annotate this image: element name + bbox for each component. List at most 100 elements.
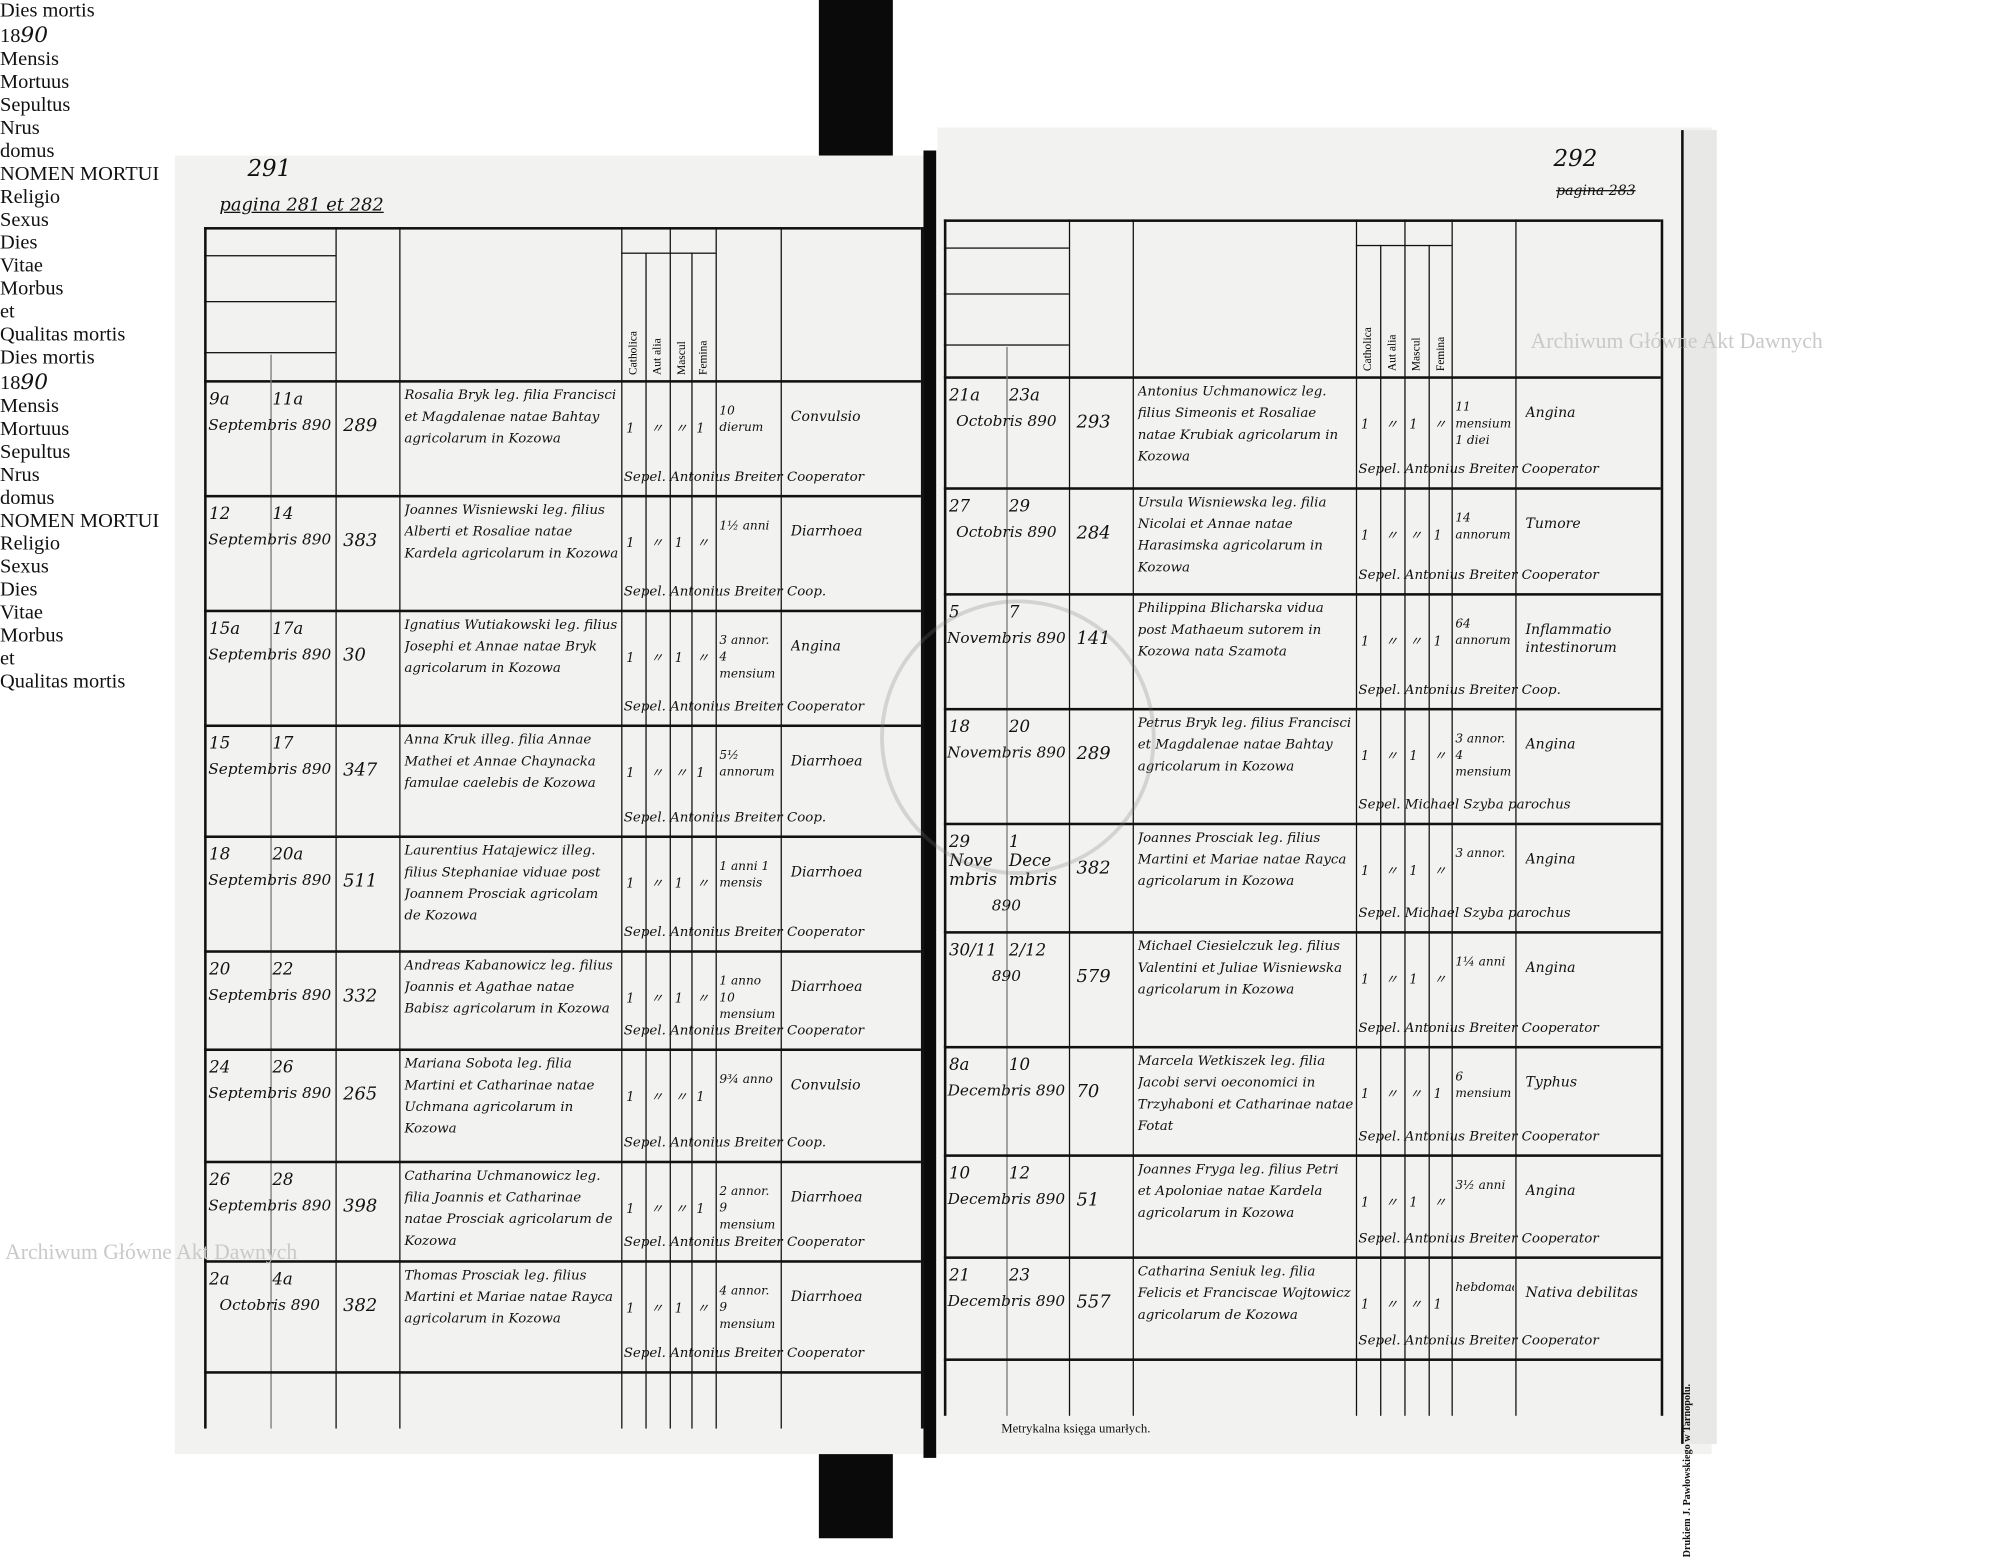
mark-alia: 〃	[1385, 973, 1398, 988]
date-mensis: Septembris 890	[208, 645, 332, 664]
date-block: 15 17 Septembris 890	[207, 735, 333, 782]
header-dies-mortis: Dies mortis	[0, 346, 95, 369]
header-nomen-mortui: NOMEN MORTUI	[0, 163, 160, 185]
date-sepultus: 17a	[272, 619, 304, 640]
mark-cath: 1	[626, 536, 635, 552]
age-at-death: 11 mensium 1 diei	[1455, 400, 1512, 448]
left-page	[174, 155, 925, 1455]
column-rule	[335, 227, 337, 1429]
deceased-name: Catharina Seniuk leg. filia Felicis et F…	[1137, 1264, 1351, 1323]
date-mortuus: 5	[948, 603, 960, 623]
mark-masc: 1	[674, 877, 683, 892]
header-qualitas-mortis: Qualitas mortis	[0, 670, 126, 693]
age-at-death: 1¼ anni	[1455, 955, 1506, 970]
row-divider	[204, 724, 921, 728]
column-rule	[399, 227, 401, 1429]
age-at-death: 2 annor. 9 mensium	[719, 1184, 776, 1233]
cause-of-death: Diarrhoea	[790, 863, 863, 881]
mark-alia: 〃	[1385, 529, 1398, 544]
mark-masc: 1	[1409, 973, 1418, 988]
mark-fem: 1	[696, 422, 705, 437]
printer-note: Drukiem J. Pawłowskiego w Tarnopolu.	[1681, 1383, 1693, 1557]
date-mortuus: 21	[948, 1266, 971, 1286]
cause-of-death: Angina	[790, 637, 841, 655]
date-mortuus: 2a	[209, 1270, 230, 1290]
cause-of-death: Angina	[1525, 735, 1576, 753]
mark-alia: 〃	[1385, 1196, 1398, 1211]
date-sepultus: 2/12	[1008, 941, 1047, 961]
mark-cath: 1	[626, 992, 635, 1007]
burial-signature: Sepel. Antonius Breiter Coop.	[623, 809, 827, 826]
cause-of-death: Convulsio	[790, 1076, 861, 1094]
mark-fem: 〃	[1433, 418, 1447, 433]
rule	[621, 252, 716, 254]
mark-alia: 〃	[1385, 635, 1398, 650]
age-at-death: 1½ anni	[719, 519, 770, 534]
burial-signature: Sepel. Antonius Breiter Cooperator	[623, 698, 865, 715]
folio-number-right: 292	[1553, 145, 1598, 173]
deceased-name: Laurentius Hatajewicz illeg. filius Step…	[404, 843, 601, 924]
age-at-death: hebdomad.	[1455, 1280, 1514, 1295]
age-at-death: 3½ anni	[1455, 1178, 1506, 1193]
house-number: 383	[343, 530, 378, 552]
mark-fem: 1	[1433, 1298, 1442, 1313]
date-mensis: Septembris 890	[208, 871, 332, 890]
date-block: 18 20a Septembris 890	[207, 846, 333, 893]
row-divider	[943, 1358, 1661, 1361]
date-mensis: Decembris 890	[947, 1081, 1066, 1100]
mark-alia: 〃	[1385, 1088, 1398, 1103]
date-mortuus: 26	[209, 1170, 231, 1191]
mark-masc: 〃	[1409, 635, 1423, 650]
date-mensis: Decembris 890	[947, 1190, 1066, 1208]
age-at-death: 14 annorum	[1455, 511, 1511, 543]
date-mortuus: 12	[209, 505, 231, 525]
mark-fem: 1	[1433, 529, 1442, 544]
date-block: 26 28 Septembris 890	[207, 1171, 333, 1218]
age-at-death: 1 anno 10 mensium	[719, 974, 776, 1022]
house-number: 579	[1076, 966, 1111, 988]
mark-fem: 〃	[696, 651, 710, 666]
house-number: 557	[1076, 1292, 1111, 1313]
folio-number-left: 291	[247, 155, 292, 183]
header-nrus: Nrus	[0, 464, 40, 486]
mark-masc: 1	[674, 1302, 683, 1317]
burial-signature: Sepel. Antonius Breiter Cooperator	[1358, 1332, 1599, 1349]
deceased-name: Mariana Sobota leg. filia Martini et Cat…	[404, 1056, 595, 1137]
date-sepultus: 12	[1008, 1164, 1031, 1184]
header-mensis: Mensis	[0, 48, 59, 71]
row-divider	[204, 1260, 921, 1263]
column-rule	[1380, 244, 1382, 1416]
header-catholica: Catholica	[626, 330, 640, 375]
house-number: 30	[343, 645, 366, 666]
date-mensis: 890	[991, 966, 1021, 985]
pagina-note-right: pagina 283	[1556, 182, 1636, 199]
mark-fem: 〃	[696, 877, 710, 892]
date-mortuus: 15a	[209, 619, 241, 640]
cause-of-death: Angina	[1525, 850, 1576, 868]
date-block: 21 23 Decembris 890	[946, 1267, 1066, 1314]
row-divider	[204, 1371, 921, 1374]
burial-signature: Sepel. Antonius Breiter Cooperator	[623, 1022, 865, 1039]
deceased-name: Catharina Uchmanowicz leg. filia Joannis…	[404, 1168, 613, 1249]
deceased-name: Joannes Fryga leg. filius Petri et Apolo…	[1137, 1161, 1339, 1221]
header-vitae: Vitae	[0, 255, 43, 277]
burial-signature: Sepel. Michael Szyba parochus	[1358, 797, 1571, 813]
mark-masc: 〃	[674, 1090, 688, 1105]
date-mensis: Septembris 890	[208, 530, 332, 549]
column-rule	[1451, 219, 1453, 1416]
next-page-edge	[1681, 130, 1717, 1444]
age-at-death: 3 annor. 4 mensium	[1455, 732, 1512, 780]
mark-fem: 〃	[696, 992, 710, 1007]
row-divider	[943, 707, 1661, 711]
date-mensis: 890	[991, 896, 1021, 915]
mark-fem: 〃	[1433, 1196, 1447, 1211]
row-divider	[943, 931, 1661, 934]
row-divider	[204, 494, 921, 498]
mark-masc: 1	[1409, 1196, 1418, 1211]
burial-signature: Sepel. Antonius Breiter Cooperator	[1358, 461, 1599, 478]
header-dies: Dies	[0, 232, 38, 254]
column-rule	[1355, 219, 1358, 1416]
header-religio: Religio	[0, 186, 61, 208]
date-block: 27 29 Octobris 890	[946, 497, 1066, 544]
deceased-name: Thomas Prosciak leg. filius Martini et M…	[404, 1267, 613, 1327]
